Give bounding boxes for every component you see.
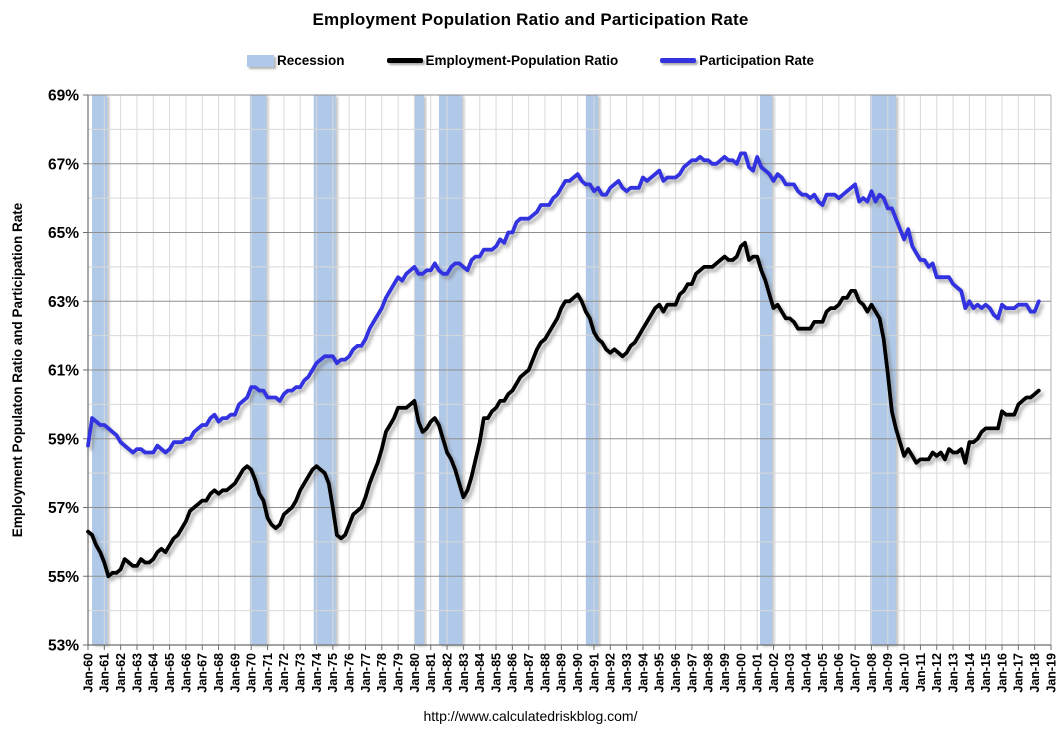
x-tick-label: Jan-04 bbox=[800, 653, 814, 693]
x-tick-label: Jan-83 bbox=[457, 653, 471, 693]
chart-title: Employment Population Ratio and Particip… bbox=[312, 10, 749, 29]
legend-label-participation-rate: Participation Rate bbox=[699, 53, 815, 68]
x-tick-label: Jan-10 bbox=[897, 653, 911, 693]
employment-population-ratio-swatch bbox=[386, 58, 423, 63]
x-tick-label: Jan-62 bbox=[114, 653, 128, 693]
source-url: http://www.calculatedriskblog.com/ bbox=[423, 708, 638, 724]
x-tick-label: Jan-01 bbox=[751, 653, 765, 693]
x-tick-label: Jan-75 bbox=[326, 653, 340, 693]
x-tick-label: Jan-96 bbox=[669, 653, 683, 693]
x-tick-label: Jan-06 bbox=[832, 653, 846, 693]
x-tick-label: Jan-82 bbox=[440, 653, 454, 693]
recession-swatch bbox=[246, 54, 274, 67]
x-tick-label: Jan-03 bbox=[783, 653, 797, 693]
x-tick-label: Jan-72 bbox=[277, 653, 291, 693]
y-tick-label: 63% bbox=[48, 294, 79, 311]
x-axis-labels: Jan-60 Jan-61 Jan-62 Jan-63 Jan-64 Jan-65 Jan-… bbox=[81, 653, 1058, 693]
x-tick-label: Jan-12 bbox=[930, 653, 944, 693]
x-tick-label: Jan-76 bbox=[343, 653, 357, 693]
x-tick-label: Jan-94 bbox=[636, 653, 650, 693]
legend-item-employment-population-ratio: Employment-Population Ratio bbox=[386, 53, 619, 68]
x-tick-label: Jan-67 bbox=[196, 653, 210, 693]
x-tick-label: Jan-73 bbox=[294, 653, 308, 693]
legend-label-employment-population-ratio: Employment-Population Ratio bbox=[425, 53, 619, 68]
x-tick-label: Jan-91 bbox=[587, 653, 601, 693]
x-tick-label: Jan-87 bbox=[522, 653, 536, 693]
x-tick-label: Jan-80 bbox=[408, 653, 422, 693]
x-tick-label: Jan-68 bbox=[212, 653, 226, 693]
x-tick-label: Jan-15 bbox=[979, 653, 993, 693]
legend-label-recession: Recession bbox=[276, 53, 345, 68]
series-line-participation-rate bbox=[86, 151, 1041, 455]
x-tick-label: Jan-65 bbox=[163, 653, 177, 693]
participation-rate-swatch bbox=[660, 58, 697, 63]
x-tick-label: Jan-88 bbox=[538, 653, 552, 693]
x-tick-label: Jan-81 bbox=[424, 653, 438, 693]
x-tick-label: Jan-98 bbox=[702, 653, 716, 693]
x-tick-label: Jan-13 bbox=[946, 653, 960, 693]
legend: Recession Employment-Population Ratio Pa… bbox=[0, 53, 1061, 68]
x-tick-label: Jan-93 bbox=[620, 653, 634, 693]
y-tick-label: 57% bbox=[48, 500, 79, 517]
x-tick-label: Jan-95 bbox=[653, 653, 667, 693]
y-tick-label: 65% bbox=[48, 225, 79, 242]
x-tick-label: Jan-86 bbox=[506, 653, 520, 693]
x-tick-label: Jan-85 bbox=[489, 653, 503, 693]
y-axis-labels: 69% 67% 65% 63% 61% 59% 57% 55% 53% bbox=[48, 88, 79, 655]
y-tick-label: 69% bbox=[48, 88, 79, 105]
y-tick-label: 55% bbox=[48, 569, 79, 586]
x-tick-label: Jan-61 bbox=[98, 653, 112, 693]
y-axis-title: Employment Populaton Ratio and Participa… bbox=[10, 202, 25, 537]
y-tick-label: 67% bbox=[48, 156, 79, 173]
x-tick-label: Jan-74 bbox=[310, 653, 324, 693]
x-tick-label: Jan-66 bbox=[179, 653, 193, 693]
horizontal-minor-gridlines bbox=[88, 128, 1051, 612]
y-tick-label: 61% bbox=[48, 363, 79, 380]
legend-item-participation-rate: Participation Rate bbox=[660, 53, 814, 68]
x-tick-label: Jan-11 bbox=[914, 653, 928, 692]
x-tick-label: Jan-09 bbox=[881, 653, 895, 693]
x-tick-label: Jan-16 bbox=[995, 653, 1009, 693]
x-tick-label: Jan-63 bbox=[130, 653, 144, 693]
legend-item-recession: Recession bbox=[246, 53, 345, 68]
x-tick-label: Jan-00 bbox=[734, 653, 748, 693]
x-tick-label: Jan-02 bbox=[767, 653, 781, 693]
x-tick-label: Jan-97 bbox=[685, 653, 699, 693]
x-tick-label: Jan-14 bbox=[963, 653, 977, 693]
x-tick-label: Jan-19 bbox=[1044, 653, 1058, 693]
x-tick-label: Jan-07 bbox=[849, 653, 863, 693]
x-tick-label: Jan-64 bbox=[147, 653, 161, 693]
x-tick-label: Jan-05 bbox=[816, 653, 830, 693]
y-axis-ticks bbox=[83, 94, 88, 646]
x-tick-label: Jan-78 bbox=[375, 653, 389, 693]
x-tick-label: Jan-79 bbox=[391, 653, 405, 693]
y-tick-label: 59% bbox=[48, 431, 79, 448]
x-tick-label: Jan-90 bbox=[571, 653, 585, 693]
x-tick-label: Jan-71 bbox=[261, 653, 275, 693]
x-tick-label: Jan-84 bbox=[473, 653, 487, 693]
x-tick-label: Jan-99 bbox=[718, 653, 732, 693]
x-tick-label: Jan-18 bbox=[1028, 653, 1042, 693]
x-tick-label: Jan-70 bbox=[245, 653, 259, 693]
x-tick-label: Jan-69 bbox=[228, 653, 242, 693]
x-tick-label: Jan-89 bbox=[555, 653, 569, 693]
x-tick-label: Jan-92 bbox=[604, 653, 618, 693]
y-tick-label: 53% bbox=[48, 638, 79, 655]
series-line-employment-population-ratio bbox=[86, 240, 1041, 579]
x-tick-label: Jan-08 bbox=[865, 653, 879, 693]
horizontal-major-gridlines bbox=[88, 94, 1051, 577]
x-tick-label: Jan-17 bbox=[1012, 653, 1026, 693]
x-tick-label: Jan-77 bbox=[359, 653, 373, 693]
x-axis-ticks bbox=[87, 645, 1052, 650]
x-tick-label: Jan-60 bbox=[81, 653, 95, 693]
